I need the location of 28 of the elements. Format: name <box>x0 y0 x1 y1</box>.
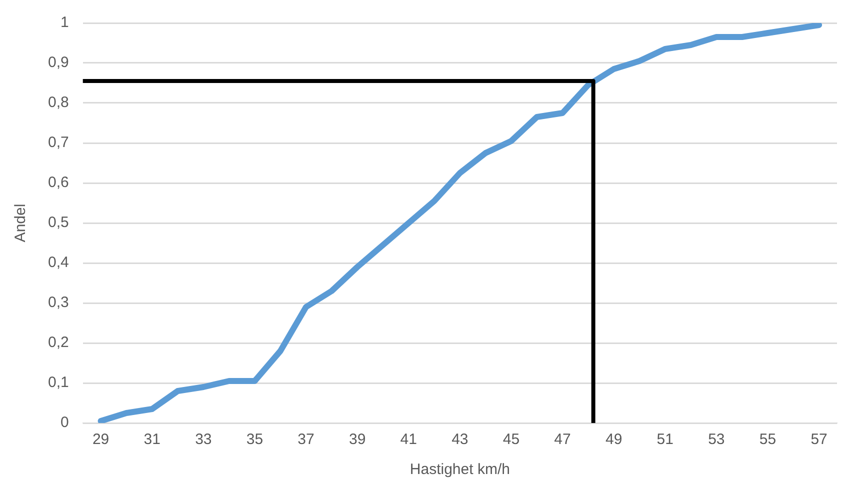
y-tick-label: 0,8 <box>48 94 69 112</box>
x-tick-label: 33 <box>195 431 212 448</box>
x-tick-label: 45 <box>502 431 520 448</box>
x-axis-title: Hastighet km/h <box>410 461 510 478</box>
x-tick-label: 47 <box>554 431 571 448</box>
x-tick-label: 35 <box>246 431 264 448</box>
y-tick-label: 1 <box>60 14 69 32</box>
x-tick-label: 57 <box>810 431 828 448</box>
x-tick-label: 53 <box>708 431 725 448</box>
x-tick-label: 39 <box>348 431 366 448</box>
y-tick-label: 0,5 <box>48 214 69 232</box>
y-tick-label: 0,1 <box>48 374 69 392</box>
y-tick-label: 0,6 <box>48 174 69 192</box>
y-tick-label: 0,7 <box>48 134 69 152</box>
x-tick-label: 29 <box>92 431 110 448</box>
y-tick-label: 0,4 <box>48 254 69 272</box>
y-axis-title: Andel <box>12 204 30 242</box>
y-tick-label: 0,2 <box>48 334 69 352</box>
x-tick-label: 51 <box>656 431 674 448</box>
x-tick-label: 55 <box>759 431 776 448</box>
y-tick-label: 0,3 <box>48 294 69 312</box>
y-tick-label: 0 <box>60 414 69 432</box>
x-tick-label: 49 <box>605 431 622 448</box>
x-tick-label: 37 <box>298 431 314 448</box>
x-tick-label: 41 <box>400 431 417 448</box>
x-tick-label: 31 <box>144 431 160 448</box>
y-tick-label: 0,9 <box>48 54 69 72</box>
x-tick-label: 43 <box>452 431 468 448</box>
